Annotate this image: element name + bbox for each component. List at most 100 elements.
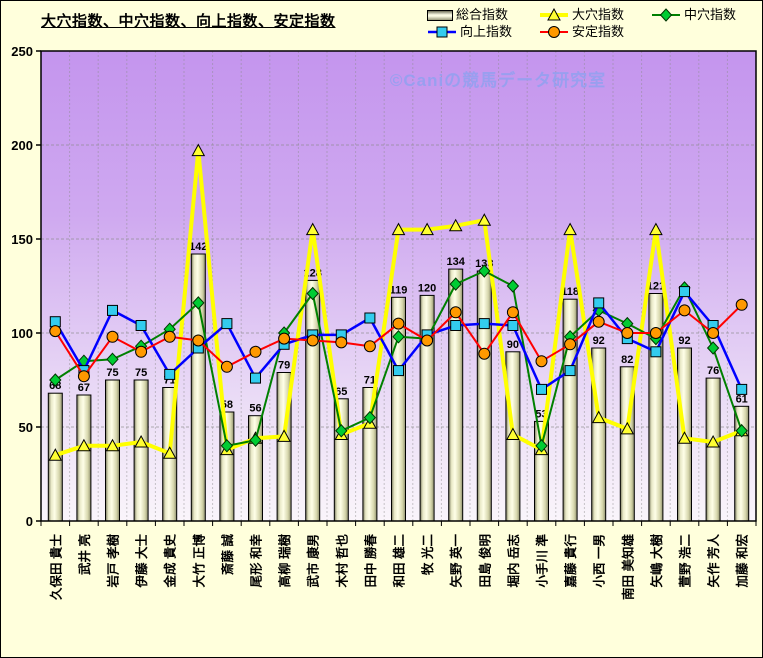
x-category-label: 矢嶋 大樹 bbox=[649, 534, 664, 589]
x-category-label: 伊藤 大士 bbox=[134, 534, 149, 589]
bar bbox=[190, 253, 206, 522]
square-marker bbox=[536, 383, 547, 395]
y-tick-label: 50 bbox=[19, 420, 33, 435]
legend-line-swatch bbox=[540, 26, 568, 38]
square-marker bbox=[107, 304, 118, 316]
triangle-marker bbox=[134, 434, 148, 448]
diamond-marker bbox=[249, 433, 262, 447]
bar bbox=[476, 270, 492, 522]
diamond-marker bbox=[735, 424, 748, 438]
circle-marker bbox=[421, 334, 434, 347]
circle-marker bbox=[335, 336, 348, 349]
legend-bar-swatch bbox=[427, 9, 453, 21]
triangle-marker bbox=[391, 222, 406, 236]
x-category-label: 矢野 英一 bbox=[449, 534, 464, 589]
square-marker bbox=[393, 365, 404, 377]
bar bbox=[219, 411, 235, 522]
circle-marker bbox=[621, 327, 634, 339]
bar bbox=[734, 405, 750, 522]
triangle-marker bbox=[191, 143, 206, 157]
circle-marker bbox=[249, 345, 262, 358]
x-category-label: 田中 勝春 bbox=[363, 534, 378, 588]
diamond-marker bbox=[449, 277, 462, 291]
bar bbox=[333, 398, 349, 522]
x-category-label: 小西 一男 bbox=[592, 534, 607, 588]
x-category-label: 牧 光二 bbox=[420, 534, 435, 575]
diamond-marker bbox=[506, 279, 520, 293]
triangle-marker bbox=[591, 410, 606, 424]
watermark: ©Caniの競馬データ研究室 bbox=[390, 70, 606, 90]
circle-marker bbox=[548, 26, 560, 38]
x-category-label: 矢作 芳人 bbox=[706, 534, 721, 589]
bar-value-label: 120 bbox=[418, 282, 436, 294]
bar-value-label: 118 bbox=[561, 286, 579, 298]
y-tick-label: 0 bbox=[26, 514, 33, 529]
circle-marker bbox=[220, 360, 233, 373]
x-category-label: 加藤 和宏 bbox=[735, 534, 750, 588]
diamond-marker bbox=[363, 410, 377, 425]
circle-marker bbox=[163, 330, 176, 343]
legend-label: 総合指数 bbox=[456, 7, 509, 22]
bar-value-label: 75 bbox=[106, 367, 118, 379]
circle-marker bbox=[735, 298, 748, 311]
triangle-marker bbox=[649, 222, 663, 236]
chart-title: 大穴指数、中穴指数、向上指数、安定指数 bbox=[41, 13, 336, 30]
triangle-marker bbox=[305, 222, 320, 236]
circle-marker bbox=[135, 345, 148, 358]
circle-marker bbox=[564, 338, 577, 351]
triangle-marker bbox=[448, 218, 463, 232]
square-marker bbox=[221, 318, 233, 330]
diamond-marker bbox=[706, 341, 720, 355]
legend-item-2: 中穴指数 bbox=[651, 8, 762, 22]
triangle-marker bbox=[563, 222, 577, 236]
x-category-label: 武市 康男 bbox=[306, 534, 321, 587]
bar-value-label: 71 bbox=[364, 375, 376, 387]
circle-marker bbox=[449, 306, 462, 319]
x-category-label: 小手川 準 bbox=[535, 534, 550, 589]
triangle-marker bbox=[77, 438, 91, 452]
legend-label: 向上指数 bbox=[460, 24, 513, 39]
x-category-label: 萱野 浩二 bbox=[678, 534, 693, 588]
bar-value-label: 121 bbox=[647, 281, 665, 293]
y-tick-label: 100 bbox=[11, 326, 33, 341]
triangle-marker bbox=[677, 431, 692, 444]
triangle-marker bbox=[277, 429, 291, 442]
triangle-marker bbox=[547, 8, 561, 21]
circle-marker bbox=[49, 325, 62, 338]
x-category-label: 金成 貴史 bbox=[163, 534, 178, 589]
square-marker bbox=[250, 372, 261, 384]
x-category-label: 和田 雄二 bbox=[392, 534, 407, 589]
circle-marker bbox=[678, 304, 691, 317]
legend: 総合指数 大穴指数 中穴指数 向上指数 安定指数 bbox=[427, 7, 762, 39]
square-marker bbox=[679, 286, 690, 298]
bar-value-label: 82 bbox=[621, 354, 633, 366]
x-category-label: 久保田 貴士 bbox=[48, 534, 63, 601]
triangle-marker bbox=[105, 438, 120, 452]
legend-line-swatch bbox=[428, 26, 456, 38]
diamond-marker bbox=[306, 286, 319, 301]
circle-marker bbox=[707, 327, 720, 339]
x-category-label: 斎藤 誠 bbox=[220, 534, 235, 575]
bar-value-label: 65 bbox=[335, 386, 347, 398]
circle-marker bbox=[535, 355, 548, 368]
x-category-label: 木村 哲也 bbox=[334, 534, 349, 589]
circle-marker bbox=[478, 347, 491, 360]
triangle-marker bbox=[162, 446, 177, 459]
triangle-marker bbox=[477, 213, 492, 226]
circle-marker bbox=[278, 332, 291, 345]
bar bbox=[76, 394, 92, 522]
bar-value-label: 142 bbox=[189, 241, 207, 253]
legend-item-3: 向上指数 bbox=[427, 25, 539, 39]
legend-line-swatch bbox=[652, 8, 680, 22]
y-tick-label: 200 bbox=[11, 138, 33, 153]
triangle-marker bbox=[506, 427, 520, 440]
bar bbox=[705, 377, 721, 522]
bar-value-label: 79 bbox=[278, 360, 290, 372]
legend-line-swatch bbox=[540, 8, 568, 21]
square-marker bbox=[436, 26, 448, 38]
bar-value-label: 56 bbox=[249, 403, 261, 415]
x-category-label: 岩戸 孝樹 bbox=[106, 534, 121, 589]
diamond-marker bbox=[392, 330, 405, 344]
